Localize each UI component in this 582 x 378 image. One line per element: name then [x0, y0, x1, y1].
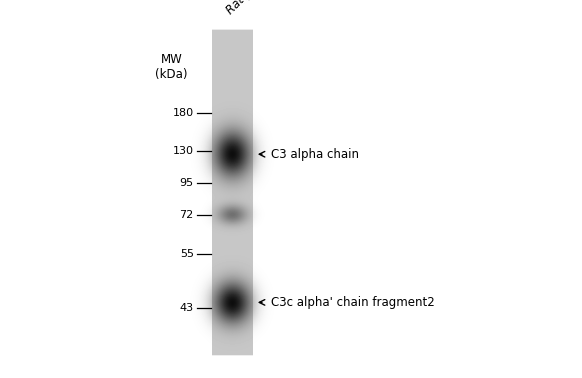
- Text: 72: 72: [180, 210, 194, 220]
- Text: C3c alpha' chain fragment2: C3c alpha' chain fragment2: [271, 296, 434, 309]
- Text: 180: 180: [173, 108, 194, 118]
- Text: 95: 95: [180, 178, 194, 188]
- Text: MW
(kDa): MW (kDa): [155, 53, 188, 81]
- Text: 130: 130: [173, 146, 194, 156]
- Text: 43: 43: [180, 303, 194, 313]
- Text: C3 alpha chain: C3 alpha chain: [271, 148, 359, 161]
- Text: 55: 55: [180, 249, 194, 259]
- Text: Rat plasma: Rat plasma: [223, 0, 280, 17]
